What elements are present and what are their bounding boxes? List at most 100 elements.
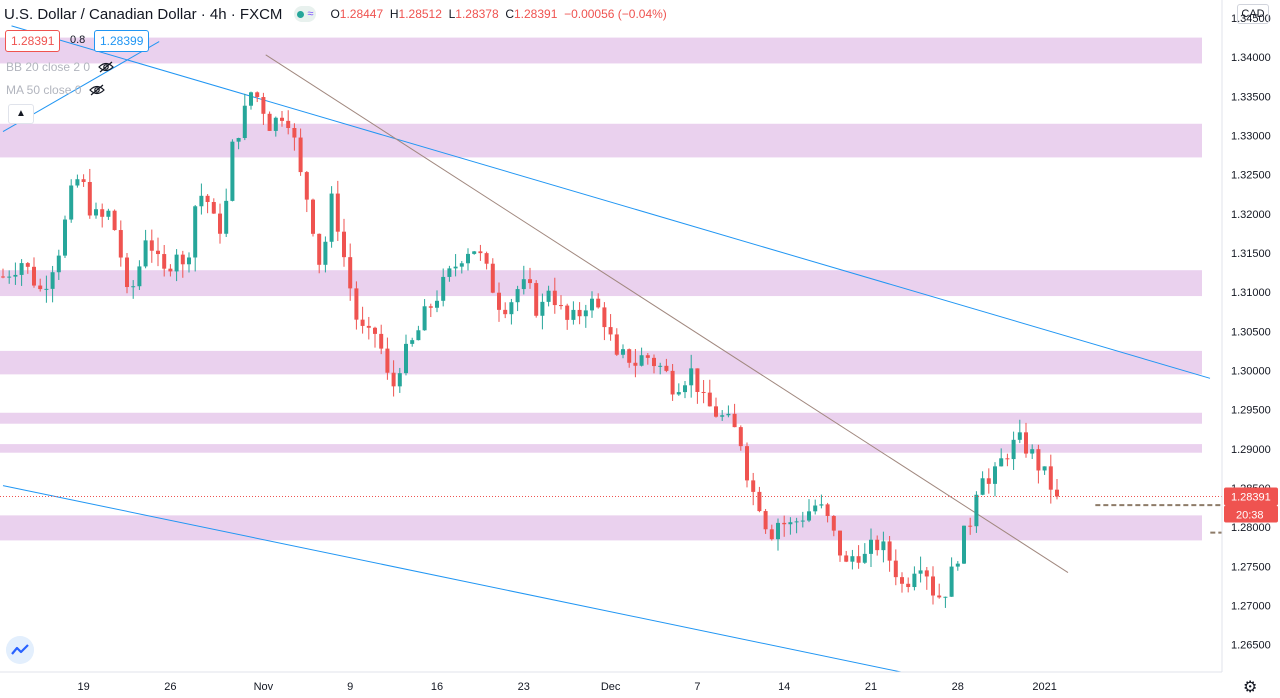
- candle-body: [131, 286, 136, 288]
- candle-body: [720, 415, 725, 417]
- candle-body: [614, 334, 619, 355]
- candle-body: [236, 138, 241, 142]
- price-tick-label: 1.33500: [1231, 91, 1271, 103]
- candle-body: [881, 541, 886, 551]
- candle-body: [187, 257, 191, 265]
- candle-body: [701, 391, 706, 393]
- candle-body: [689, 368, 694, 386]
- candle-body: [280, 117, 284, 121]
- candle-body: [1030, 449, 1035, 454]
- price-tick-label: 1.34500: [1231, 13, 1271, 25]
- candle-body: [993, 466, 997, 484]
- currency-button[interactable]: CAD: [1237, 4, 1269, 24]
- candle-body: [447, 268, 452, 277]
- candle-body: [112, 210, 117, 231]
- candle-body: [757, 491, 762, 512]
- candle-body: [862, 553, 867, 563]
- candle-body: [267, 113, 272, 131]
- candle-body: [602, 307, 607, 328]
- candle-body: [484, 253, 489, 264]
- candle-body: [94, 209, 98, 216]
- support-resistance-zones: [0, 37, 1202, 541]
- chevron-up-icon[interactable]: ▲: [8, 104, 34, 124]
- candle-body: [900, 577, 904, 584]
- countdown-label: 20:38: [1236, 509, 1264, 521]
- tradingview-logo-icon[interactable]: [6, 636, 34, 664]
- replay-icon: ≈: [307, 8, 314, 20]
- price-axis[interactable]: 1.34500 1.34000 1.33500 1.33000 1.32500 1.320…: [1221, 0, 1280, 698]
- gear-icon[interactable]: ⚙: [1243, 679, 1258, 696]
- candle-body: [559, 305, 563, 307]
- time-tick-label: 23: [518, 681, 530, 693]
- candle-body: [32, 266, 36, 286]
- candle-body: [763, 511, 768, 530]
- price-tick-label: 1.29500: [1231, 405, 1271, 417]
- candle-body: [218, 213, 222, 234]
- time-tick-label: 7: [694, 681, 700, 693]
- candle-body: [776, 522, 780, 540]
- price-tick-label: 1.29000: [1231, 444, 1271, 456]
- time-tick-label: 2021: [1032, 681, 1056, 693]
- candle-body: [466, 253, 470, 264]
- candle-body: [924, 570, 929, 577]
- candle-body: [931, 576, 935, 596]
- candle-body: [726, 413, 731, 416]
- time-tick-label: 28: [952, 681, 964, 693]
- buy-button[interactable]: 1.28399: [94, 30, 150, 52]
- candle-body: [955, 563, 960, 567]
- time-axis[interactable]: 121926Nov91623Dec71421282021: [0, 671, 1222, 698]
- candle-body: [918, 570, 923, 574]
- candle-body: [497, 292, 501, 310]
- candlestick-series: [1, 91, 1059, 608]
- candle-body: [162, 254, 167, 269]
- candle-body: [106, 210, 111, 217]
- candle-body: [552, 290, 557, 306]
- candle-body: [1024, 432, 1028, 454]
- candle-body: [472, 251, 477, 254]
- time-tick-label: 26: [164, 681, 176, 693]
- candle-body: [230, 141, 235, 201]
- channel-upper-line: [11, 25, 1211, 379]
- candle-body: [999, 458, 1004, 467]
- eye-off-icon[interactable]: [89, 84, 106, 96]
- market-status-badge[interactable]: ≈: [294, 6, 317, 22]
- time-tick-label: 19: [77, 681, 89, 693]
- indicator-ma[interactable]: MA 50 close 0: [6, 83, 106, 97]
- candle-body: [435, 300, 439, 308]
- sr-zone: [0, 412, 1202, 424]
- candle-body: [515, 289, 520, 303]
- price-tick-label: 1.26500: [1231, 640, 1271, 652]
- candle-body: [286, 120, 291, 128]
- candle-body: [565, 305, 570, 320]
- candle-body: [621, 349, 625, 355]
- candle-body: [143, 240, 148, 267]
- price-tick-label: 1.34000: [1231, 52, 1271, 64]
- candle-body: [800, 520, 805, 522]
- candle-body: [304, 172, 309, 200]
- candle-body: [397, 373, 402, 387]
- candle-body: [1005, 458, 1010, 460]
- trendlines: [2, 25, 1211, 674]
- candle-body: [335, 193, 340, 232]
- candle-body: [56, 255, 61, 273]
- sell-button[interactable]: 1.28391: [5, 30, 61, 52]
- candle-body: [69, 185, 74, 220]
- brown-trendline: [265, 54, 1069, 573]
- candle-body: [453, 266, 458, 269]
- candle-body: [974, 494, 979, 527]
- symbol-title[interactable]: U.S. Dollar / Canadian Dollar · 4h · FXC…: [4, 5, 283, 23]
- price-tick-label: 1.32500: [1231, 170, 1271, 182]
- candle-body: [317, 233, 322, 265]
- candle-body: [714, 406, 718, 417]
- price-tick-label: 1.30500: [1231, 326, 1271, 338]
- candle-body: [521, 279, 526, 290]
- price-tick-label: 1.27000: [1231, 600, 1271, 612]
- candle-body: [1036, 449, 1041, 471]
- candle-body: [459, 263, 464, 267]
- indicator-bb[interactable]: BB 20 close 2 0: [6, 60, 114, 74]
- eye-off-icon[interactable]: [98, 61, 114, 73]
- price-tick-label: 1.30000: [1231, 365, 1271, 377]
- candle-body: [627, 349, 632, 363]
- chart-header: U.S. Dollar / Canadian Dollar · 4h · FXC…: [4, 4, 667, 24]
